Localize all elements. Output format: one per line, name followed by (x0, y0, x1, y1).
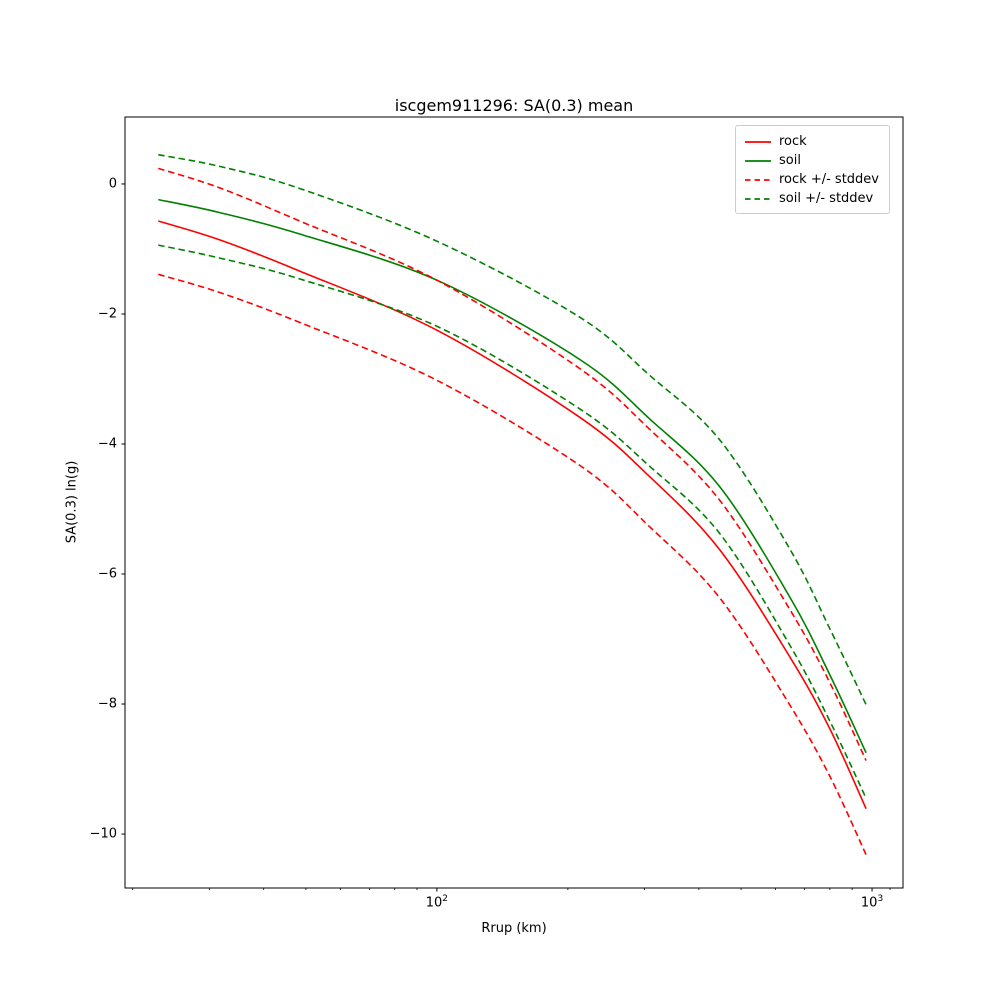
y-tick-label: 0 (108, 176, 117, 192)
soil-plus-stddev-curve (158, 153, 867, 706)
soil-minus-stddev-curve (158, 244, 867, 799)
solid-line-swatch (745, 159, 771, 162)
legend-item: soil (745, 151, 880, 170)
dashed-line-swatch (745, 178, 771, 181)
x-tick-label: 102 (425, 894, 449, 911)
solid-line-swatch (745, 140, 771, 143)
legend-item-label: soil +/- stddev (779, 191, 874, 206)
rock-plus-stddev-curve (158, 167, 867, 761)
legend-item-label: soil (779, 153, 801, 168)
x-tick-label: 103 (860, 894, 884, 911)
y-tick-label: −4 (97, 436, 117, 452)
rock-curve (158, 220, 867, 810)
legend-item-label: rock (779, 134, 807, 149)
legend: rock soil rock +/- stddev soil +/- stddev (735, 125, 890, 214)
legend-item: soil +/- stddev (745, 189, 880, 208)
legend-item-label: rock +/- stddev (779, 172, 879, 187)
chart-title: iscgem911296: SA(0.3) mean (394, 96, 634, 115)
y-tick-label: −2 (97, 306, 117, 322)
plot-border (124, 116, 904, 889)
x-axis-label: Rrup (km) (481, 921, 547, 936)
rock-minus-stddev-curve (158, 273, 867, 856)
y-tick-label: −8 (97, 696, 117, 712)
dashed-line-swatch (745, 197, 771, 200)
legend-item: rock (745, 132, 880, 151)
y-tick-label: −10 (89, 826, 117, 842)
legend-item: rock +/- stddev (745, 170, 880, 189)
y-axis-label: SA(0.3) ln(g) (64, 460, 80, 544)
soil-curve (158, 198, 867, 754)
y-tick-label: −6 (97, 566, 117, 582)
